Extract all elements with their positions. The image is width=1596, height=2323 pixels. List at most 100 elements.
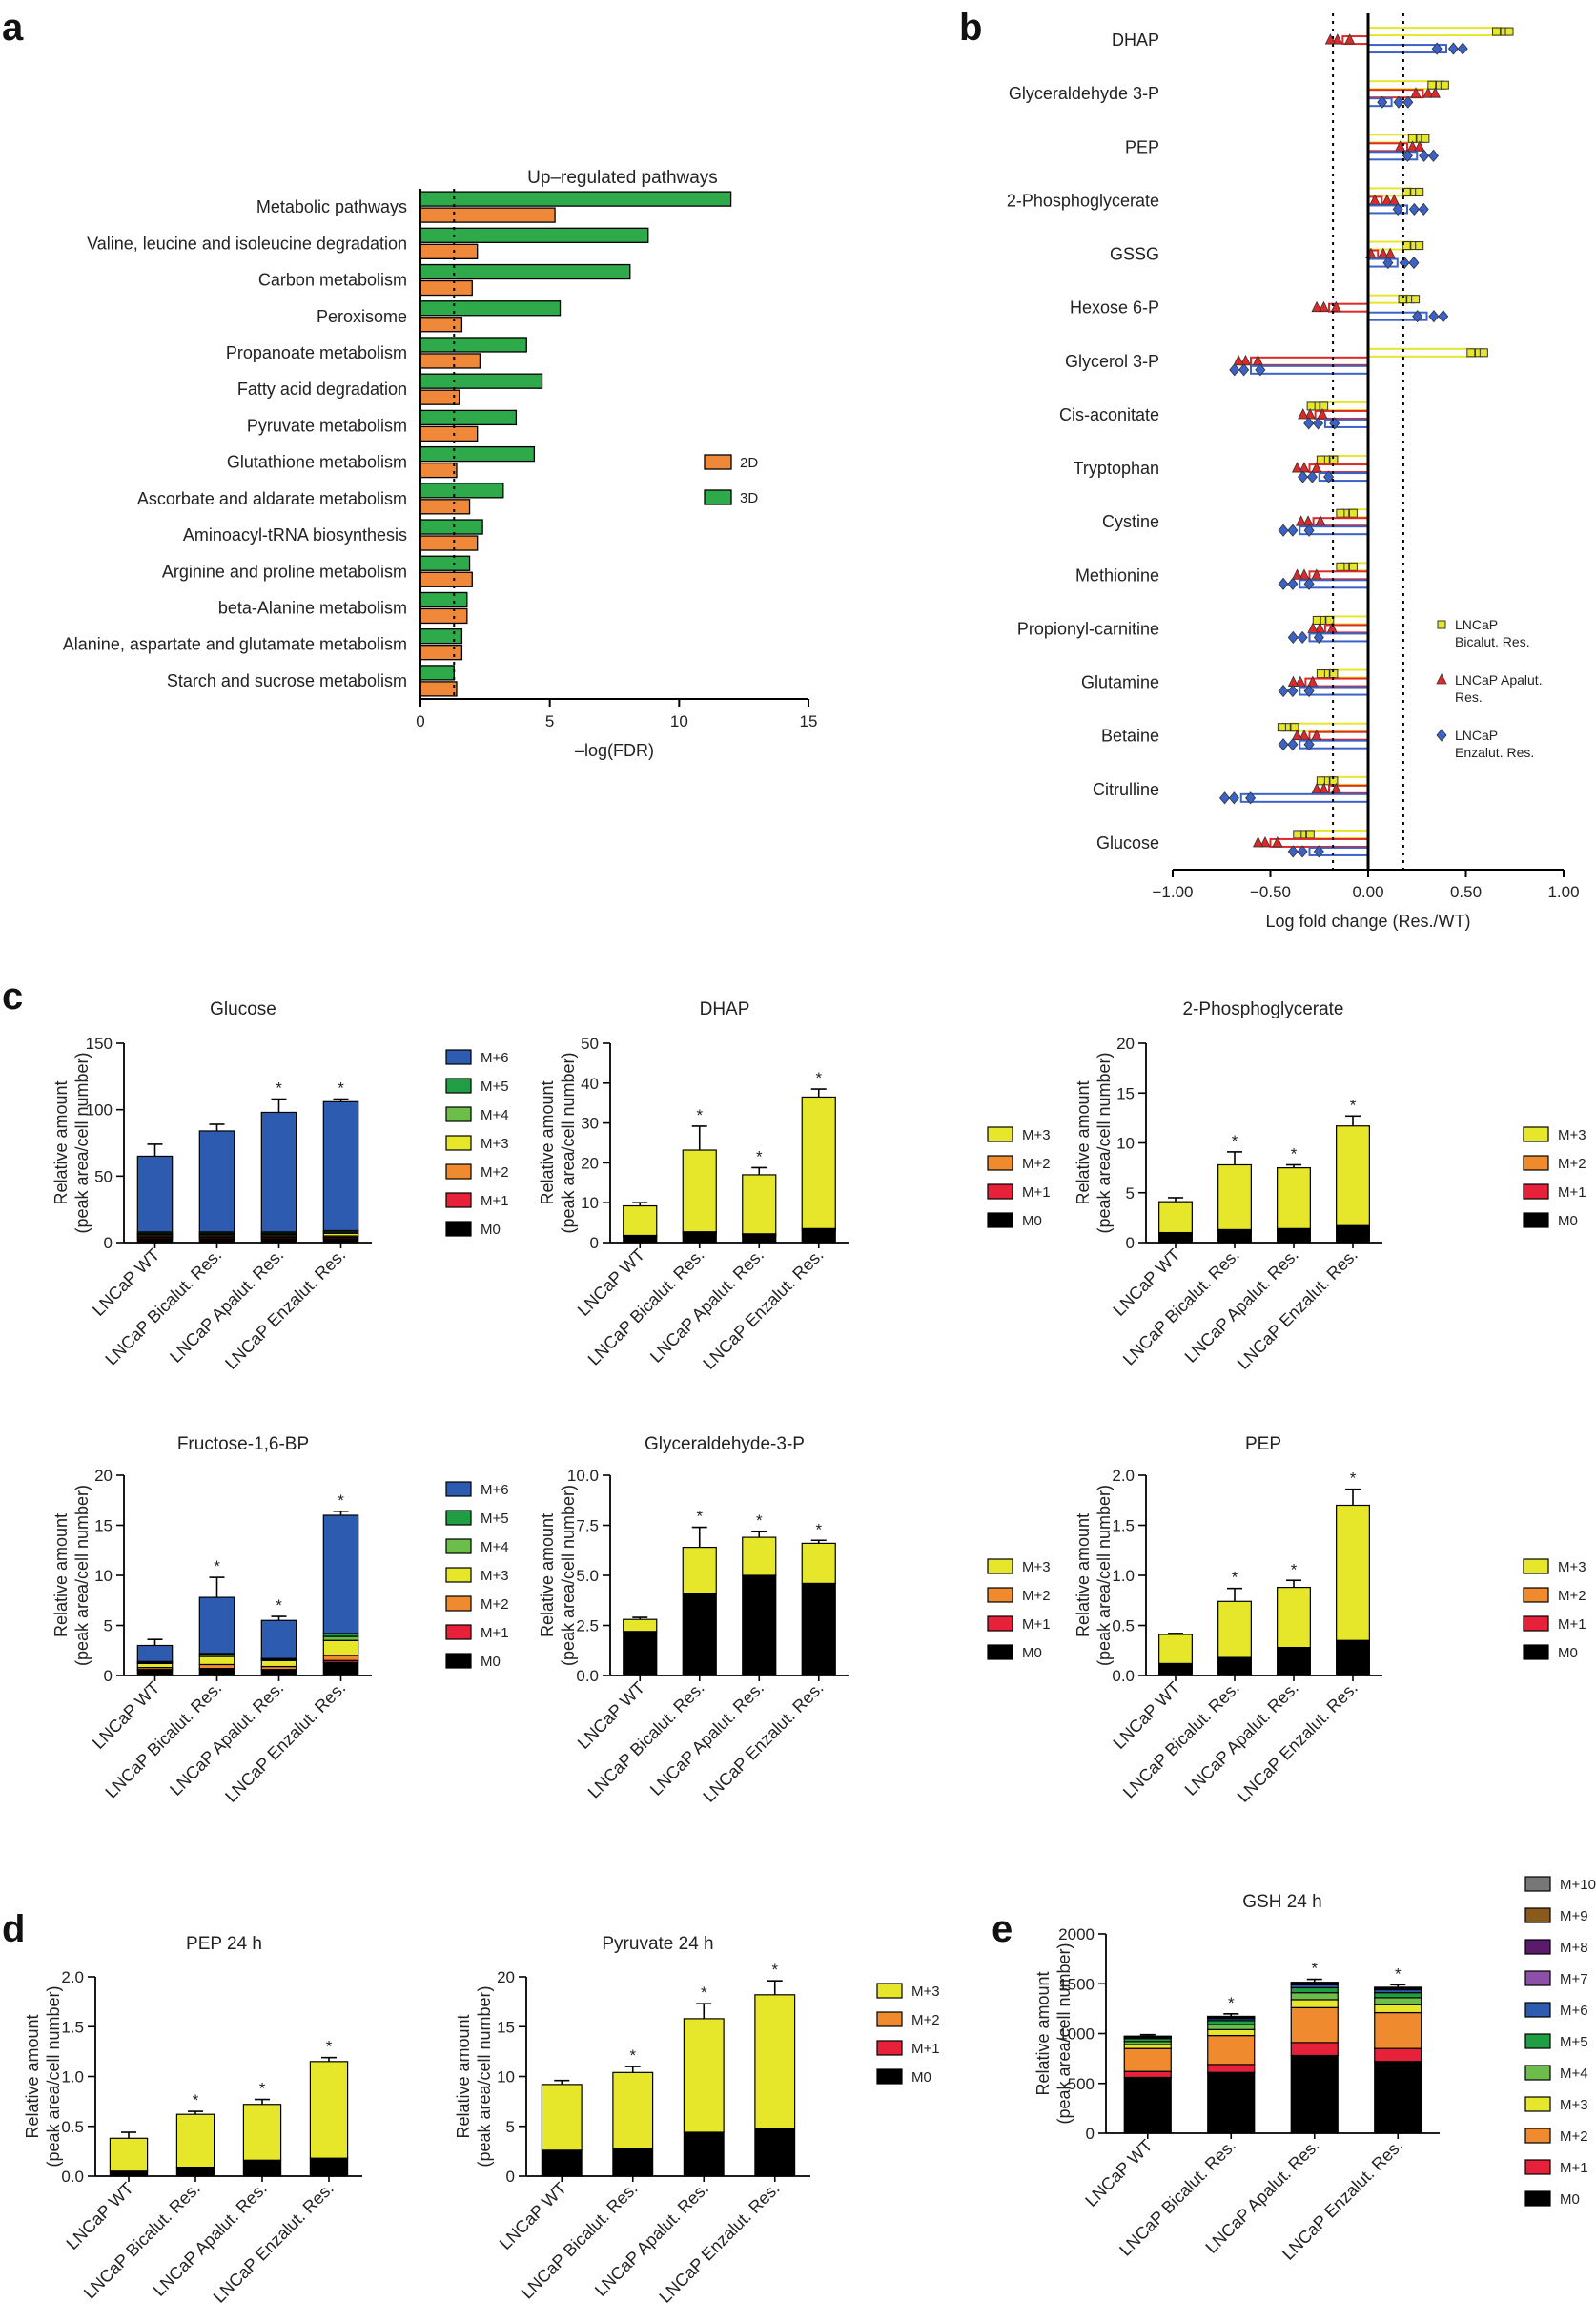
- stack-segment-mplus3: [136, 1662, 174, 1669]
- legend-label: M+4: [1560, 2066, 1588, 2082]
- category-label: Betaine: [1101, 727, 1159, 746]
- stack-segment-mplus3: [754, 1994, 796, 2129]
- y-axis-label: Relative amount (peak area/cell number): [1074, 1485, 1114, 1666]
- panel-c2-chart: DHAP Relative amount (peak area/cell numbe…: [538, 999, 1051, 1373]
- point-diamond: [1228, 791, 1239, 805]
- legend-label: M0: [481, 1222, 501, 1238]
- y-tick-label: 1500: [1058, 1975, 1095, 1993]
- stack-segment-mplus2: [1123, 2047, 1172, 2072]
- category-label: 2-Phosphoglycerate: [1007, 191, 1159, 210]
- stack-segment-m0: [198, 1669, 235, 1676]
- legend-swatch: [987, 1644, 1013, 1660]
- legend-swatch: [445, 1595, 472, 1612]
- category-label: Carbon metabolism: [258, 271, 407, 290]
- stack-segment-mplus6: [260, 1619, 297, 1659]
- legend-marker-triangle: [1436, 673, 1447, 685]
- panel-d1-chart: PEP 24 h Relative amount (peak area/cell n…: [23, 1934, 362, 2307]
- legend-swatch: [876, 2068, 903, 2085]
- legend-swatch-2d: [704, 454, 732, 470]
- y-tick-label: 1.5: [61, 2018, 84, 2036]
- significance-star: *: [701, 1984, 707, 2002]
- y-tick-label: 0.0: [1112, 1667, 1135, 1685]
- point-diamond: [1303, 738, 1315, 751]
- stack-segment-mplus3: [1217, 1163, 1252, 1231]
- y-axis-label-line: (peak area/cell number): [559, 1485, 578, 1666]
- bar-3d: [419, 519, 483, 535]
- legend-swatch: [445, 1049, 472, 1065]
- legend-swatch: [987, 1615, 1013, 1632]
- bar-square: [1289, 722, 1369, 732]
- stack-segment-m0: [1290, 2054, 1339, 2134]
- point-triangle: [1330, 300, 1342, 313]
- panel-e-chart: GSH 24 h Relative amount (peak area/cell n…: [1033, 1876, 1596, 2264]
- point-square: [1290, 723, 1299, 732]
- bar-2d: [419, 645, 463, 661]
- legend-label: M0: [1558, 1645, 1578, 1661]
- y-tick-label: 20: [94, 1467, 113, 1485]
- category-label: LNCaP Bicalut. Res.: [1119, 1678, 1243, 1802]
- point-triangle: [1410, 87, 1422, 98]
- category-label: Citrulline: [1093, 780, 1159, 799]
- bar-diamond: [1250, 364, 1369, 375]
- legend-swatch: [1523, 1587, 1549, 1603]
- point-triangle: [1311, 462, 1322, 473]
- point-diamond: [1412, 310, 1423, 323]
- y-axis-label-line: Relative amount: [1074, 1080, 1093, 1204]
- legend-label: M+3: [1558, 1127, 1586, 1143]
- legend-label: LNCaP: [1455, 728, 1498, 743]
- point-triangle: [1422, 87, 1434, 98]
- point-triangle: [1318, 300, 1330, 313]
- point-square: [1411, 295, 1421, 304]
- stack-segment-m0: [682, 1593, 717, 1676]
- legend-swatch: [1523, 1558, 1549, 1574]
- stack-segment-mplus3: [801, 1096, 836, 1229]
- category-label: LNCaP Bicalut. Res.: [584, 1245, 708, 1369]
- panel-c4-chart: Fructose-1,6-BP Relative amount (peak area…: [51, 1434, 509, 1806]
- y-tick-label: 5: [1126, 1184, 1135, 1203]
- stack-segment-mplus3: [109, 2137, 149, 2172]
- category-label: LNCaP Enzalut. Res.: [699, 1245, 827, 1373]
- legend-swatch: [1524, 2159, 1551, 2175]
- stack-segment-mplus4: [1207, 2024, 1256, 2030]
- bar-3d: [419, 591, 468, 608]
- legend-label: M+6: [481, 1482, 509, 1498]
- legend-swatch: [1523, 1183, 1549, 1200]
- point-diamond: [1278, 524, 1289, 537]
- legend-swatch: [1523, 1126, 1549, 1142]
- bar-3d: [419, 555, 471, 571]
- stack-segment-m0: [683, 2131, 725, 2177]
- category-label: Glutathione metabolism: [227, 453, 407, 472]
- significance-star: *: [338, 1491, 344, 1510]
- legend-label: M+9: [1560, 1908, 1588, 1924]
- point-diamond: [1419, 149, 1430, 162]
- legend-label: M0: [911, 2069, 931, 2086]
- category-label: Arginine and proline metabolism: [162, 562, 407, 581]
- legend-swatch: [1523, 1155, 1549, 1171]
- category-label: LNCaP Enzalut. Res.: [655, 2179, 783, 2307]
- panel-b-chart: DHAP Glyceraldehyde 3-P PEP 2-Phosphoglycer…: [1007, 13, 1580, 931]
- stack-segment-m0: [1217, 1656, 1252, 1676]
- chart-title: Glucose: [210, 999, 276, 1019]
- stack-segment-mplus3: [742, 1174, 777, 1235]
- legend-swatch: [987, 1558, 1013, 1574]
- category-label: beta-Alanine metabolism: [218, 598, 407, 617]
- y-tick-label: 1.0: [1112, 1567, 1135, 1585]
- x-tick-label: 1.00: [1547, 883, 1579, 901]
- category-label: LNCaP Enzalut. Res.: [210, 2179, 338, 2307]
- legend-label: M+1: [1558, 1184, 1586, 1201]
- legend-swatch: [1524, 1939, 1551, 1955]
- point-diamond: [1303, 684, 1315, 698]
- legend-swatch: [445, 1106, 472, 1122]
- bar-3d: [419, 628, 463, 645]
- point-triangle: [1239, 354, 1252, 366]
- y-axis-label-line: (peak area/cell number): [72, 1052, 92, 1233]
- category-label: LNCaP WT: [1081, 2136, 1156, 2210]
- category-label: Propanoate metabolism: [226, 343, 407, 362]
- point-square: [1415, 187, 1424, 196]
- category-label: LNCaP Bicalut. Res.: [101, 1678, 225, 1802]
- legend-label: M+6: [1560, 2003, 1588, 2019]
- bar-3d: [419, 665, 455, 681]
- stack-segment-mplus3: [801, 1542, 836, 1585]
- y-tick-label: 500: [1068, 2075, 1095, 2093]
- y-tick-label: 20: [1116, 1035, 1135, 1053]
